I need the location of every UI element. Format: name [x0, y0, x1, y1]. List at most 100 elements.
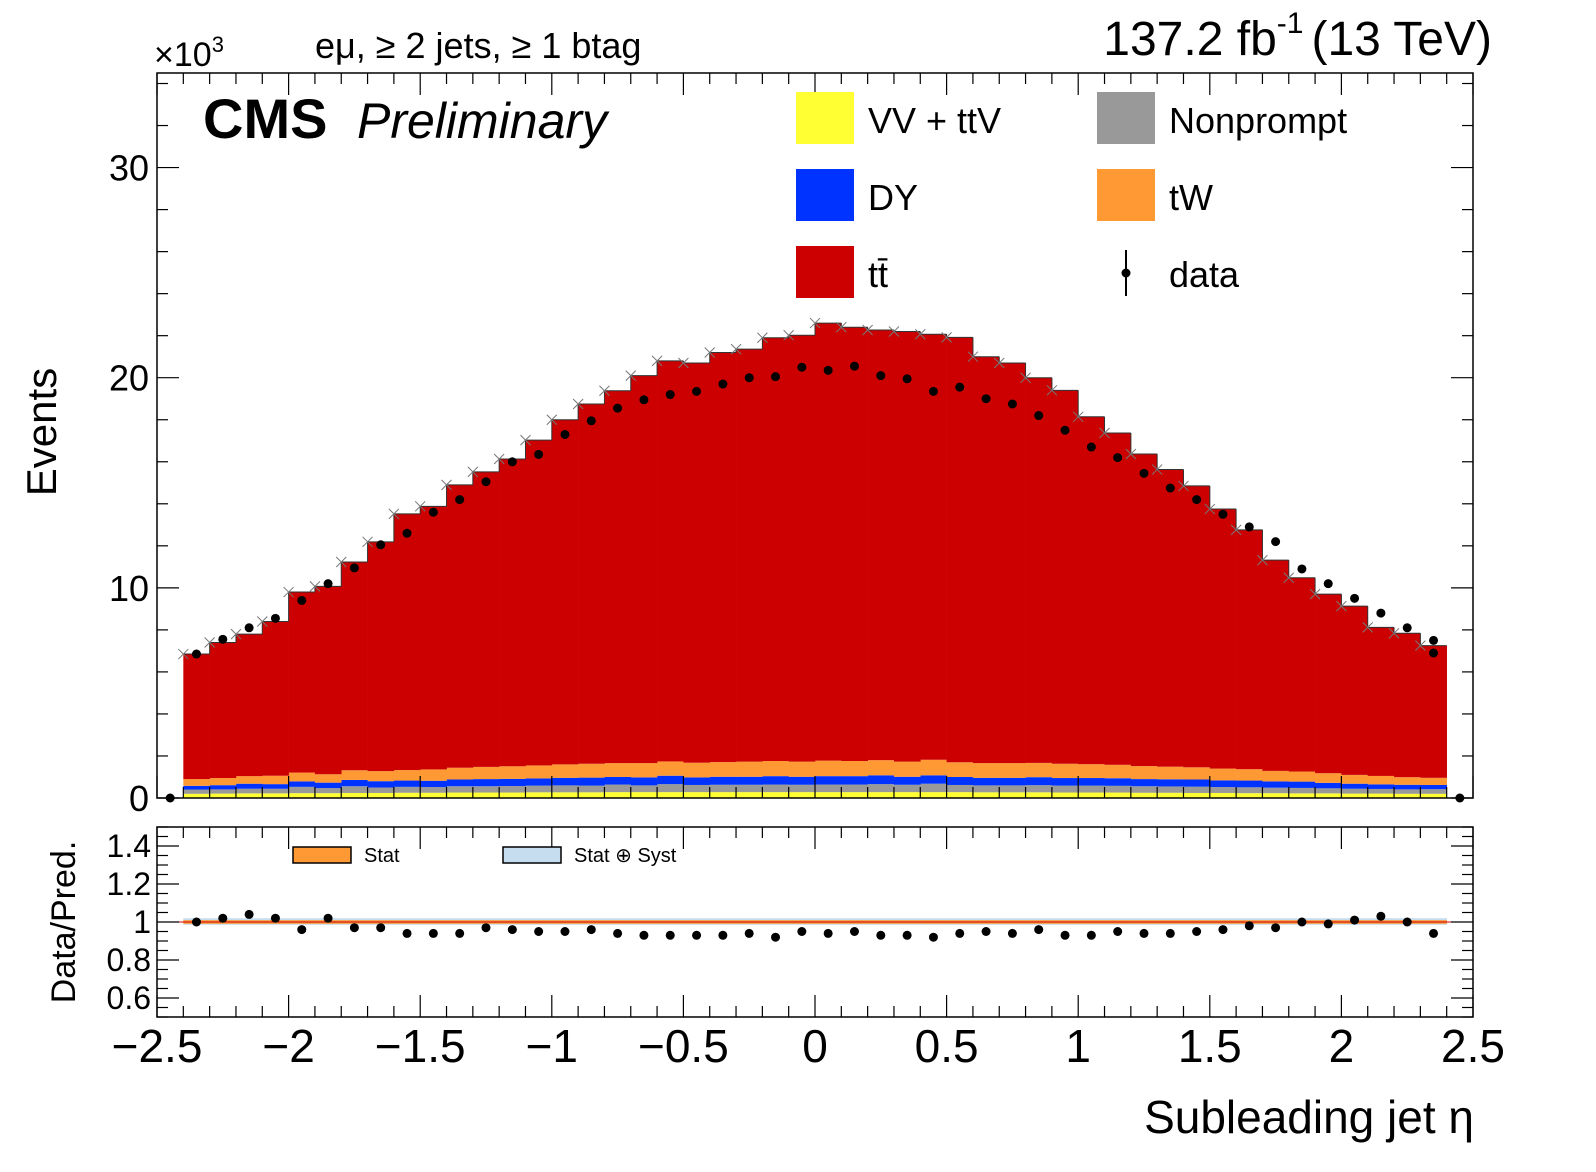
- bar-2-15: [578, 777, 605, 786]
- series-4: [183, 323, 1447, 780]
- y-tick-label-1: 10: [109, 568, 149, 609]
- main-legend: VV + ttV Nonprompt DY tW tt̄ data: [796, 92, 1347, 298]
- bar-2-16: [604, 776, 632, 785]
- mc-unc-40: [1230, 524, 1242, 536]
- bar-2-1: [209, 785, 237, 790]
- mc-unc-21: [730, 343, 742, 355]
- legend-label-0: VV + ttV: [868, 100, 1001, 141]
- bar-2-0: [183, 785, 210, 790]
- bar-4-36: [1130, 453, 1158, 767]
- bar-4-11: [472, 471, 500, 767]
- data-point-8: [402, 528, 412, 538]
- ratio-plot-frame: [156, 826, 1474, 1018]
- ratio-point-2: [244, 909, 254, 919]
- bar-4-47: [1420, 645, 1447, 778]
- ratio-point-8: [402, 928, 412, 938]
- bar-0-19: [683, 792, 711, 798]
- bar-1-26: [867, 784, 895, 793]
- mc-unc-38: [1178, 480, 1189, 492]
- ratio-point-45: [1376, 911, 1386, 921]
- bar-2-32: [1025, 777, 1053, 786]
- ratio-point-16: [613, 928, 623, 938]
- bar-3-2: [235, 776, 263, 784]
- bar-0-31: [999, 792, 1026, 798]
- bar-3-13: [525, 765, 553, 779]
- mc-unc-39: [1204, 503, 1216, 515]
- bar-3-47: [1420, 777, 1447, 785]
- bar-4-44: [1341, 606, 1369, 775]
- bar-2-23: [788, 776, 816, 785]
- bar-2-35: [1104, 778, 1132, 786]
- bar-2-8: [393, 780, 421, 787]
- mc-unc-6: [335, 556, 347, 568]
- ratio-point-42: [1297, 917, 1307, 927]
- bar-4-4: [288, 592, 316, 773]
- data-point-37: [1165, 483, 1175, 493]
- data-point-2: [244, 623, 254, 633]
- bar-2-25: [841, 776, 868, 785]
- ratio-point-14: [560, 927, 570, 936]
- legend-label-2: DY: [868, 177, 918, 218]
- bar-0-20: [709, 792, 737, 798]
- ratio-legend-label-0: Stat: [364, 845, 400, 867]
- mc-unc-30: [967, 351, 979, 363]
- mc-unc-3: [256, 616, 268, 627]
- bar-0-45: [1367, 793, 1395, 798]
- experiment-label: CMS: [203, 87, 327, 150]
- bar-4-5: [314, 586, 342, 775]
- data-point-13: [534, 449, 544, 459]
- ratio-point-22: [771, 932, 781, 942]
- bar-2-33: [1051, 778, 1079, 786]
- data-point-30: [981, 394, 991, 404]
- bar-4-28: [920, 334, 947, 760]
- bar-4-24: [815, 323, 842, 761]
- ratio-point-31: [1007, 928, 1017, 938]
- bar-4-46: [1394, 633, 1421, 778]
- x-tick-label-6: 0.5: [915, 1020, 979, 1072]
- data-point-28: [928, 386, 938, 396]
- bar-1-18: [657, 784, 684, 793]
- bar-0-39: [1209, 792, 1237, 798]
- data-point-47: [1429, 635, 1439, 645]
- bar-2-20: [709, 776, 737, 785]
- bar-1-4: [288, 786, 316, 794]
- bar-4-1: [209, 642, 237, 779]
- bar-3-18: [657, 761, 684, 776]
- bar-0-43: [1315, 793, 1342, 798]
- bar-4-42: [1288, 577, 1316, 772]
- ratio-point-34: [1086, 930, 1096, 940]
- bar-0-10: [446, 792, 474, 798]
- ratio-point-4: [297, 925, 307, 935]
- bar-2-26: [867, 775, 895, 785]
- bar-4-23: [788, 335, 816, 762]
- bar-2-2: [235, 783, 263, 789]
- bar-4-26: [867, 330, 895, 761]
- mc-unc-20: [704, 347, 716, 358]
- data-point-5: [323, 579, 333, 589]
- bar-1-39: [1209, 787, 1237, 793]
- ratio-point-28: [928, 932, 938, 942]
- bar-1-13: [525, 785, 553, 793]
- y-tick-label-3: 30: [109, 148, 149, 189]
- bar-4-22: [762, 337, 789, 762]
- mc-unc-8: [388, 508, 400, 520]
- bar-1-17: [630, 785, 658, 793]
- bar-3-37: [1157, 766, 1184, 780]
- mc-unc-1: [204, 637, 215, 648]
- luminosity-label: 137.2 fb-1 (13 TeV): [1103, 7, 1492, 66]
- bar-2-21: [736, 776, 763, 785]
- bar-4-35: [1104, 432, 1132, 765]
- series-2: [183, 775, 1447, 790]
- bar-1-12: [499, 786, 526, 793]
- legend-label-1: Nonprompt: [1169, 100, 1347, 141]
- data-point-42: [1297, 564, 1307, 574]
- bar-2-12: [499, 778, 526, 787]
- mc-unc-37: [1151, 464, 1163, 475]
- bar-0-21: [736, 792, 763, 798]
- ratio-point-5: [323, 913, 333, 923]
- mc-unc-26: [862, 324, 873, 336]
- mc-unc-34: [1072, 411, 1084, 423]
- bar-0-1: [209, 793, 237, 798]
- bar-3-24: [815, 760, 842, 777]
- bar-2-46: [1394, 784, 1421, 790]
